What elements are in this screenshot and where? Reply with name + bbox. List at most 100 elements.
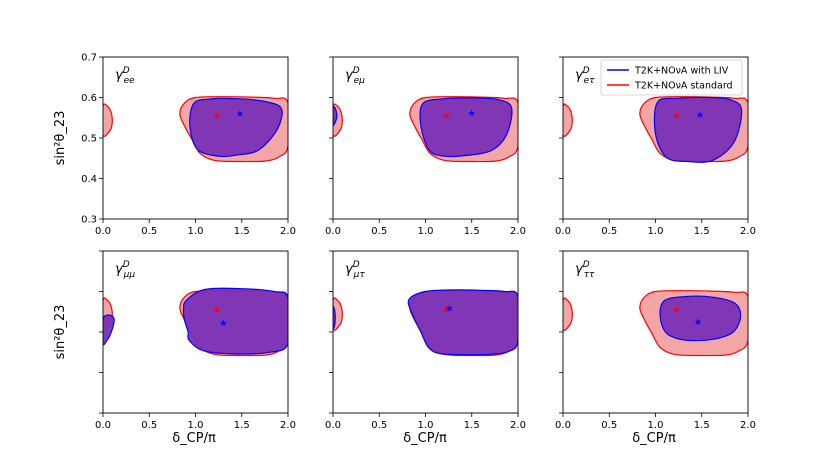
x-tick-label: 1.0 <box>418 420 434 431</box>
x-tick-label: 2.0 <box>510 226 526 237</box>
x-tick-label: 0.0 <box>325 226 341 237</box>
x-tick-label: 1.5 <box>464 226 480 237</box>
x-axis-label-col2: δ_CP/π <box>403 431 447 446</box>
liv-region-1 <box>189 97 283 158</box>
liv-best-fit-star <box>236 110 244 117</box>
liv-region-1 <box>182 287 288 355</box>
panel-label-sup: D <box>123 260 130 270</box>
standard-best-fit-star <box>443 112 451 119</box>
panel-label-sup: D <box>353 66 360 76</box>
x-tick-label: 1.5 <box>234 226 250 237</box>
x-tick-label: 0.5 <box>601 420 617 431</box>
panels-group: 0.0 0.5 1.0 1.5 2.00.30.40.50.60.7γD ee0.0 0.5… <box>81 53 756 432</box>
standard-best-fit-star <box>213 112 221 119</box>
y-tick-label: 0.6 <box>81 93 97 104</box>
panel-label-base: γ <box>575 68 584 83</box>
standard-region-left <box>103 103 113 137</box>
x-tick-label: 2.0 <box>280 420 296 431</box>
panel-label: γD eτ <box>575 66 595 86</box>
panel-5: 0.0 0.5 1.0 1.5 2.0 γD μτ <box>325 250 526 431</box>
y-tick-label: 0.5 <box>81 134 97 145</box>
liv-region-1 <box>653 96 743 163</box>
x-tick-label: 1.5 <box>234 420 250 431</box>
y-tick-label: 0.3 <box>81 215 97 226</box>
x-tick-label: 0.0 <box>555 226 571 237</box>
x-tick-label: 1.0 <box>188 420 204 431</box>
x-tick-label: 1.0 <box>648 226 664 237</box>
x-tick-label: 2.0 <box>510 420 526 431</box>
y-tick-label: 0.7 <box>81 53 97 64</box>
panel-label-sup: D <box>583 260 590 270</box>
liv-region-1 <box>419 97 513 158</box>
x-tick-label: 0.5 <box>371 420 387 431</box>
y-axis-label-top: sin²θ_23 <box>53 111 68 166</box>
x-tick-label: 0.0 <box>95 226 111 237</box>
liv-best-fit-star <box>696 111 704 118</box>
panel-regions <box>103 96 288 163</box>
panel-regions <box>333 96 518 163</box>
x-tick-label: 1.0 <box>648 420 664 431</box>
panel-4: 0.0 0.5 1.0 1.5 2.0 γD μμ <box>95 250 296 431</box>
x-tick-label: 1.5 <box>694 420 710 431</box>
x-tick-label: 2.0 <box>740 226 756 237</box>
liv-region-1 <box>659 295 742 342</box>
panel-1: 0.0 0.5 1.0 1.5 2.0 0.3 0.4 0.5 0.6 0.7 γD ee <box>81 53 296 238</box>
panel-regions <box>333 289 518 357</box>
panel-label: γD ee <box>115 66 135 86</box>
legend: T2K+NOνA with LIV T2K+NOνA standard <box>600 59 743 96</box>
liv-best-fit-star <box>446 304 453 312</box>
liv-region-2 <box>333 106 338 126</box>
x-tick-label: 0.0 <box>95 420 111 431</box>
standard-best-fit-star <box>673 112 681 119</box>
x-tick-label: 0.5 <box>371 226 387 237</box>
panel-label-base: γ <box>575 262 584 277</box>
x-tick-label: 1.0 <box>418 226 434 237</box>
panel-label: γD ττ <box>575 260 595 280</box>
x-tick-label: 2.0 <box>740 420 756 431</box>
panel-regions <box>563 96 748 163</box>
x-tick-label: 1.5 <box>694 226 710 237</box>
standard-best-fit-star <box>673 306 681 313</box>
legend-label-liv: T2K+NOνA with LIV <box>634 66 729 77</box>
panel-label-sub: ee <box>124 76 136 86</box>
x-tick-label: 2.0 <box>280 226 296 237</box>
panel-2: 0.0 0.5 1.0 1.5 2.0 γD eμ <box>325 56 526 237</box>
x-axis-label-col1: δ_CP/π <box>172 431 216 446</box>
liv-best-fit-star <box>694 318 702 325</box>
legend-label-standard: T2K+NOνA standard <box>634 81 733 92</box>
panel-label-sup: D <box>123 66 130 76</box>
panel-label-sub: ττ <box>584 270 595 280</box>
panel-label-sub: μτ <box>353 270 366 280</box>
legend-box <box>600 59 743 96</box>
panel-label-sub: eμ <box>354 76 366 86</box>
x-tick-label: 1.5 <box>464 420 480 431</box>
panel-label-sub: μμ <box>123 270 136 280</box>
panel-label-sup: D <box>583 66 590 76</box>
y-axis-label-bottom: sin²θ_23 <box>53 305 68 360</box>
standard-best-fit-star <box>443 306 451 313</box>
panel-label-sup: D <box>353 260 360 270</box>
panel-label-base: γ <box>115 68 124 83</box>
x-axis-label-col3: δ_CP/π <box>632 431 676 446</box>
panel-label: γD eμ <box>345 66 365 86</box>
panel-label-base: γ <box>345 68 354 83</box>
x-tick-label: 0.5 <box>601 226 617 237</box>
liv-best-fit-star <box>219 319 227 326</box>
panel-label: γD μτ <box>345 260 365 280</box>
panel-6: 0.0 0.5 1.0 1.5 2.0 γD ττ <box>555 250 756 431</box>
x-tick-label: 0.5 <box>141 420 157 431</box>
panel-label-base: γ <box>115 262 124 277</box>
x-tick-label: 0.0 <box>325 420 341 431</box>
panel-label: γD μμ <box>115 260 135 280</box>
panel-regions <box>103 287 288 357</box>
panel-regions <box>563 290 748 357</box>
liv-region-1 <box>407 289 518 356</box>
y-tick-label: 0.4 <box>81 174 97 185</box>
liv-region-2 <box>333 306 336 330</box>
standard-best-fit-star <box>213 306 221 313</box>
standard-region-left <box>563 297 573 331</box>
panel-3: 0.0 0.5 1.0 1.5 2.0 γD eτ <box>555 56 756 237</box>
liv-region-2 <box>103 314 115 346</box>
panel-label-base: γ <box>345 262 354 277</box>
